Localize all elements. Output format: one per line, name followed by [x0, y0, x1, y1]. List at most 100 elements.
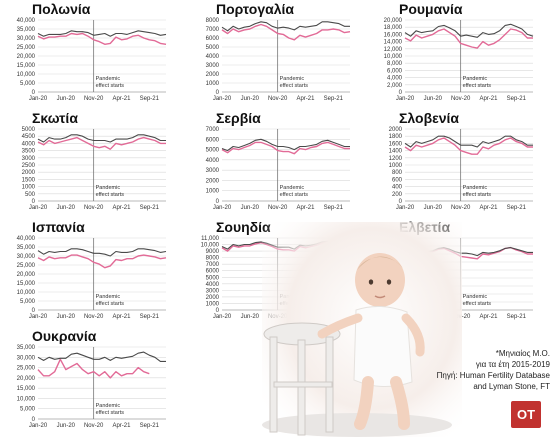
x-tick-label: Sep-21 — [324, 96, 344, 102]
x-tick-label: Jun-20 — [57, 96, 76, 102]
y-tick-label: 1800 — [389, 134, 403, 140]
x-tick-label: Jun-20 — [241, 314, 260, 320]
y-tick-label: 10,000 — [17, 396, 36, 402]
baby-photo — [262, 222, 462, 437]
y-tick-label: 11,000 — [201, 236, 220, 242]
y-tick-label: 5000 — [206, 275, 220, 281]
y-tick-label: 1200 — [389, 156, 403, 162]
y-tick-label: 4000 — [206, 54, 220, 60]
y-tick-label: 0 — [32, 199, 36, 205]
x-tick-label: Apr-21 — [479, 314, 498, 320]
footnote-line-3: Πηγή: Human Fertility Database — [436, 371, 550, 380]
series-line-baseline — [37, 248, 167, 257]
y-tick-label: 0 — [32, 308, 36, 314]
y-tick-label: 7000 — [206, 262, 220, 268]
y-tick-label: 15,000 — [17, 386, 36, 392]
series-line-observed — [221, 23, 351, 41]
y-tick-label: 10,000 — [17, 290, 36, 296]
pandemic-annotation: Pandemic — [463, 294, 488, 300]
y-tick-label: 4000 — [22, 141, 36, 147]
y-tick-label: 1000 — [389, 163, 403, 169]
x-tick-label: Jan-20 — [213, 314, 232, 320]
series-line-observed — [37, 32, 167, 45]
chart-title: Σουηδία — [216, 219, 271, 235]
y-tick-label: 0 — [399, 90, 403, 96]
x-tick-label: Nov-20 — [268, 96, 288, 102]
y-tick-label: 20,000 — [17, 54, 36, 60]
y-tick-label: 500 — [25, 192, 36, 198]
y-tick-label: 8000 — [206, 18, 220, 24]
y-tick-label: 6000 — [206, 137, 220, 143]
x-tick-label: Jun-20 — [241, 205, 260, 211]
chart-title: Πολωνία — [32, 1, 91, 17]
series-line-baseline — [221, 138, 350, 152]
y-tick-label: 7000 — [206, 27, 220, 33]
y-tick-label: 0 — [216, 199, 220, 205]
pandemic-annotation: Pandemic — [96, 294, 121, 300]
y-tick-label: 3000 — [206, 63, 220, 69]
y-tick-label: 15,000 — [17, 63, 36, 69]
x-tick-label: Jun-20 — [424, 205, 443, 211]
y-tick-label: 2000 — [22, 170, 36, 176]
chart-panel: Ρουμανία 0 2,000 4,000 6,000 8,000 10,000 12,00… — [369, 0, 539, 107]
x-tick-label: Sep-21 — [507, 96, 527, 102]
y-tick-label: 5000 — [206, 45, 220, 51]
pandemic-annotation: effect starts — [280, 83, 309, 89]
x-tick-label: Jan-20 — [396, 96, 415, 102]
y-tick-label: 2000 — [206, 72, 220, 78]
x-tick-label: Apr-21 — [112, 423, 131, 429]
y-tick-label: 2500 — [22, 163, 36, 169]
x-tick-label: Jan-20 — [29, 423, 48, 429]
chart-panel: Ουκρανία 0 5,000 10,000 15,000 20,000 25,000 30… — [2, 327, 172, 434]
y-tick-label: 12,000 — [384, 47, 403, 53]
y-tick-label: 5000 — [206, 148, 220, 154]
y-tick-label: 6000 — [206, 36, 220, 42]
y-tick-label: 6000 — [206, 269, 220, 275]
chart-title: Σερβία — [216, 110, 261, 126]
y-tick-label: 35,000 — [17, 27, 36, 33]
y-tick-label: 25,000 — [17, 263, 36, 269]
y-tick-label: 35,000 — [17, 345, 36, 351]
source-note: *Μηνιαίος Μ.Ο. για τα έτη 2015-2019 Πηγή… — [400, 348, 550, 392]
series-line-baseline — [37, 30, 167, 37]
y-tick-label: 2000 — [206, 295, 220, 301]
pandemic-annotation: Pandemic — [280, 185, 305, 191]
y-tick-label: 800 — [392, 170, 403, 176]
chart-title: Σλοβενία — [399, 110, 460, 126]
y-tick-label: 4500 — [22, 134, 36, 140]
pandemic-annotation: effect starts — [96, 192, 125, 198]
y-tick-label: 2,000 — [387, 83, 403, 89]
chart-panel: Πολωνία 0 5,000 10,000 15,000 20,000 25,000 30,… — [2, 0, 172, 107]
x-tick-label: Apr-21 — [112, 96, 131, 102]
x-tick-label: Sep-21 — [140, 423, 160, 429]
y-tick-label: 1000 — [22, 185, 36, 191]
y-tick-label: 35,000 — [17, 245, 36, 251]
pandemic-annotation: effect starts — [463, 192, 492, 198]
y-tick-label: 2000 — [206, 178, 220, 184]
y-tick-label: 10,000 — [201, 243, 220, 249]
y-tick-label: 3000 — [206, 168, 220, 174]
chart-panel: Σερβία 0 1000 2000 3000 4000 5000 6000 7000 Jan-2… — [186, 109, 356, 216]
x-tick-label: Nov-20 — [84, 205, 104, 211]
y-tick-label: 3500 — [22, 149, 36, 155]
y-tick-label: 7000 — [206, 127, 220, 133]
chart-panel: Σκωτία 0 500 1000 1500 2000 2500 3000 3500 4000 45… — [2, 109, 172, 216]
y-tick-label: 14,000 — [384, 40, 403, 46]
footnote-line-1: *Μηνιαίος Μ.Ο. — [495, 349, 550, 358]
y-tick-label: 5,000 — [20, 407, 36, 413]
pandemic-annotation: Pandemic — [96, 185, 121, 191]
chart-title: Πορτογαλία — [216, 1, 295, 17]
y-tick-label: 4,000 — [387, 76, 403, 82]
y-tick-label: 5000 — [22, 127, 36, 133]
footnote-line-4: and Lyman Stone, FT — [473, 382, 550, 391]
pandemic-annotation: effect starts — [463, 83, 492, 89]
y-tick-label: 5,000 — [20, 299, 36, 305]
series-line-observed — [37, 136, 166, 150]
series-line-observed — [221, 141, 350, 155]
x-tick-label: Nov-20 — [451, 96, 471, 102]
x-tick-label: Nov-20 — [84, 314, 104, 320]
chart-panel: Πορτογαλία 0 1000 2000 3000 4000 5000 6000 7000 8… — [186, 0, 356, 107]
y-tick-label: 30,000 — [17, 36, 36, 42]
